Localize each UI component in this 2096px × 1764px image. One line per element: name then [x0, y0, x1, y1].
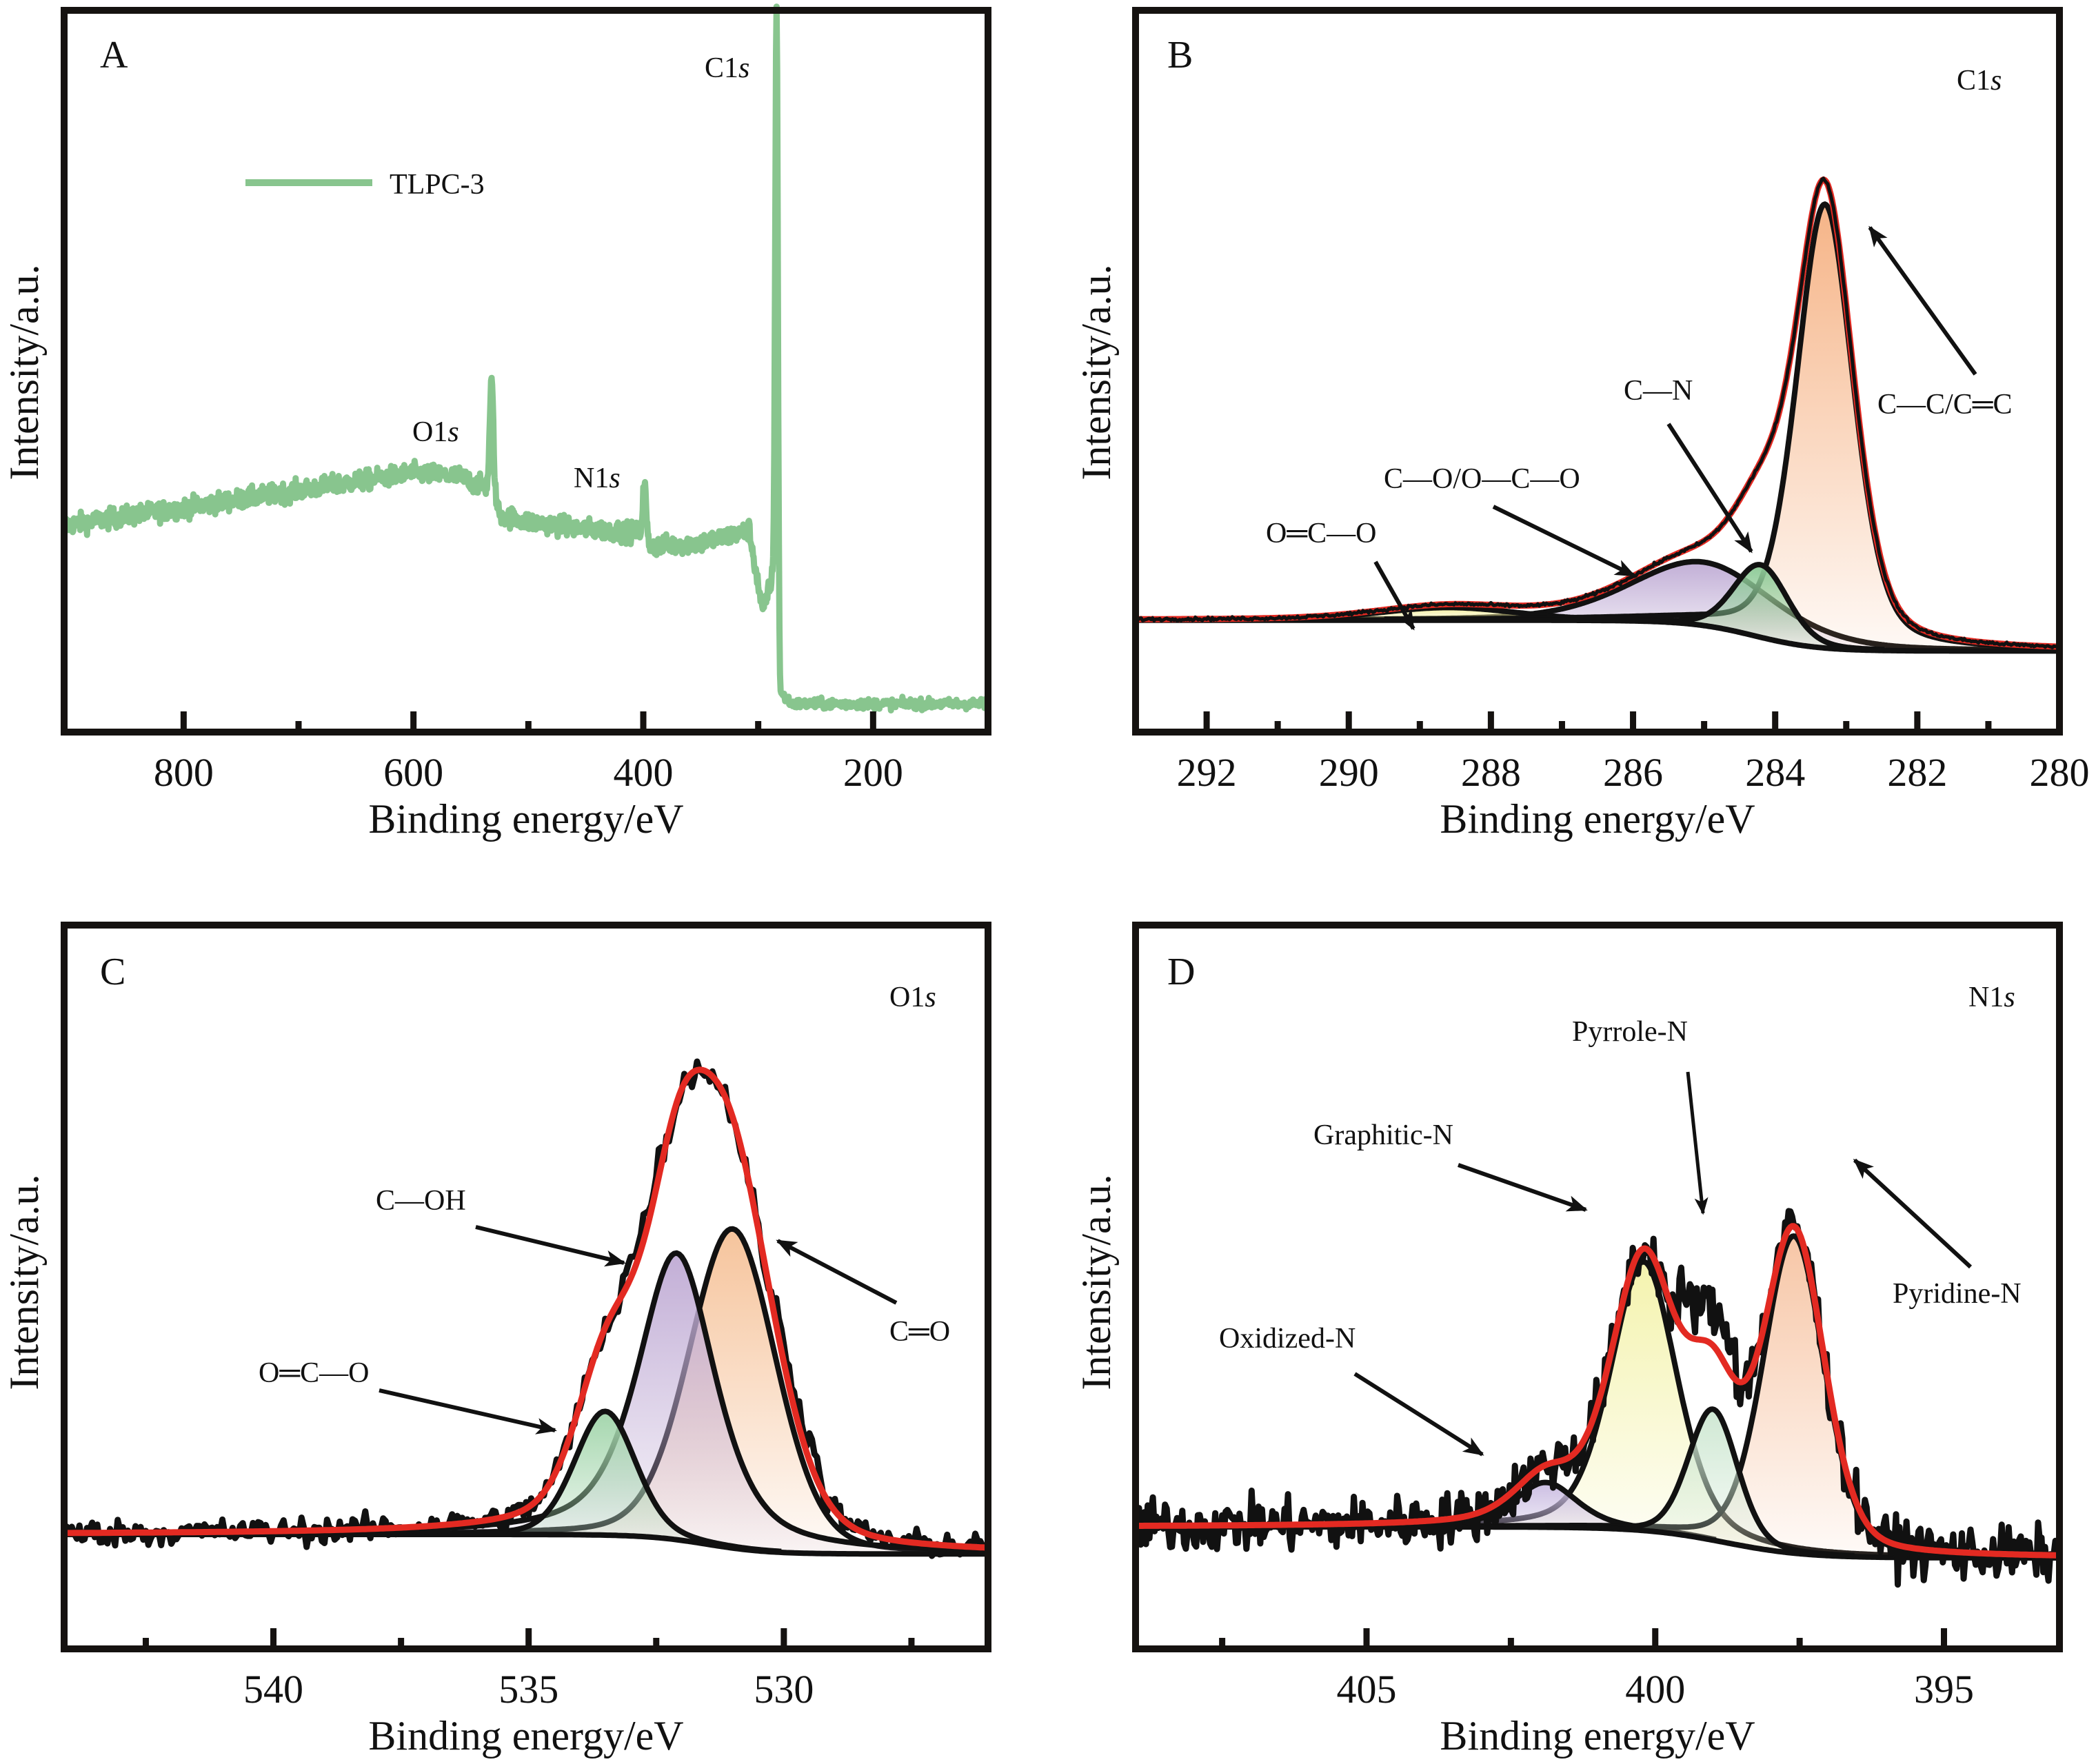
x-tick-label: 200	[843, 750, 903, 795]
arrow-pyridine-n	[1853, 1158, 1973, 1269]
x-tick-label: 280	[2030, 750, 2090, 795]
panel-a-x-axis-title: Binding energy/eV	[368, 796, 683, 842]
panel-b-y-axis-title: Intensity/a.u.	[1074, 264, 1119, 480]
annotation-c-o: C—O/O—C—O	[1384, 463, 1580, 495]
x-tick-label: 286	[1603, 750, 1663, 795]
peak-label-c1s-main: C1	[705, 52, 738, 84]
panel-d-plot-area	[1132, 1208, 2062, 1588]
peak-label-n1s: N1s	[574, 463, 621, 494]
panel-c-o1s: 540 535 530 C O1s C—OH C═O O═C—O Binding e…	[1, 922, 991, 1758]
arrow-oxidized-n	[1353, 1372, 1484, 1457]
annotation-graphitic-n: Graphitic-N	[1313, 1119, 1453, 1151]
panel-b-plot-area	[1133, 176, 2062, 654]
panel-c-x-axis-title: Binding energy/eV	[368, 1713, 683, 1758]
panel-d-region-s: s	[2004, 982, 2015, 1013]
arrow-c-double-o	[776, 1239, 898, 1305]
panel-a-frame	[61, 7, 991, 736]
annotation-c-oh: C—OH	[376, 1185, 466, 1217]
panel-c-x-ticks: 540 535 530	[142, 1628, 915, 1712]
annotation-c-double-o: C═O	[889, 1316, 950, 1348]
panel-b-region-label: C1s	[1957, 65, 2002, 97]
arrow-o-c-o-c	[379, 1388, 557, 1434]
panel-a-y-axis-title: Intensity/a.u.	[1, 264, 47, 480]
panel-b-c1s: 292 290 288 286 284 282 280 B C1s C—C/C═C C—N …	[1074, 7, 2090, 842]
x-tick-label: 284	[1745, 750, 1805, 795]
legend-label-tlpc-3: TLPC-3	[390, 169, 485, 201]
x-tick-label: 535	[498, 1667, 558, 1712]
survey-spectrum-line	[61, 3, 991, 713]
panel-a-letter: A	[100, 34, 128, 77]
x-tick-label: 292	[1177, 750, 1237, 795]
arrow-c-c	[1868, 225, 1977, 376]
x-tick-label: 395	[1914, 1667, 1974, 1712]
panel-c-region-main: O1	[889, 982, 925, 1013]
component-fill-c-n	[1637, 565, 1885, 651]
arrow-c-o	[1492, 505, 1636, 578]
component-fill-pyridine-n	[1480, 1236, 2059, 1558]
panel-a-x-ticks: 800 600 400 200	[154, 711, 903, 795]
fit-envelope-line	[63, 1066, 989, 1551]
raw-data-line	[63, 1058, 991, 1559]
panel-d-y-axis-title: Intensity/a.u.	[1074, 1174, 1119, 1390]
panel-a-plot-area	[61, 3, 991, 713]
x-tick-label: 400	[1625, 1667, 1685, 1712]
x-tick-label: 405	[1337, 1667, 1397, 1712]
panel-d-x-ticks: 405 400 395	[1219, 1628, 1974, 1712]
x-tick-label: 290	[1319, 750, 1379, 795]
panel-d-frame	[1132, 922, 2063, 1652]
panel-d-letter: D	[1167, 951, 1195, 993]
panel-b-letter: B	[1167, 34, 1193, 77]
arrow-c-n	[1666, 423, 1753, 554]
fit-envelope-line	[1134, 1223, 2061, 1559]
x-tick-label: 400	[614, 750, 674, 795]
peak-label-c1s: C1s	[705, 52, 749, 84]
x-tick-label: 288	[1461, 750, 1521, 795]
arrow-graphitic-n	[1458, 1163, 1588, 1212]
panel-d-x-axis-title: Binding energy/eV	[1440, 1713, 1755, 1758]
arrow-c-oh	[475, 1225, 626, 1267]
peak-label-n1s-s: s	[609, 463, 620, 494]
x-tick-label: 600	[383, 750, 443, 795]
annotation-oxidized-n: Oxidized-N	[1219, 1323, 1356, 1355]
raw-data-overlay	[1134, 176, 2060, 649]
annotation-o-c-o-c: O═C—O	[259, 1357, 369, 1389]
annotation-c-c: C—C/C═C	[1877, 389, 2012, 420]
peak-label-n1s-main: N1	[574, 463, 609, 494]
peak-label-c1s-s: s	[738, 52, 749, 84]
component-fill-pyrrole-n	[1572, 1409, 1855, 1557]
component-fill-o-c-o	[429, 1411, 782, 1552]
x-tick-label: 800	[154, 750, 214, 795]
panel-c-region-s: s	[925, 982, 936, 1013]
annotation-o-c-o: O═C—O	[1266, 518, 1376, 549]
panel-b-x-axis-title: Binding energy/eV	[1440, 796, 1755, 842]
peak-label-o1s: O1s	[412, 416, 459, 448]
panel-b-x-ticks: 292 290 288 286 284 282 280	[1177, 711, 2090, 795]
x-tick-label: 282	[1887, 750, 1947, 795]
panel-b-region-main: C1	[1957, 65, 1991, 97]
panel-c-y-axis-title: Intensity/a.u.	[1, 1174, 47, 1390]
annotation-c-n: C—N	[1624, 375, 1693, 407]
panel-c-letter: C	[100, 951, 125, 993]
panel-d-n1s: 405 400 395 D N1s Pyrrole-N Graphitic-N Py…	[1074, 922, 2063, 1758]
panel-d-region-label: N1s	[1968, 982, 2015, 1013]
panel-c-plot-area	[63, 1058, 991, 1559]
component-fill-c-o-o-c-o	[1323, 561, 2059, 651]
peak-label-o1s-s: s	[447, 416, 458, 448]
component-fill-graphitic-n	[1274, 1261, 2013, 1558]
x-tick-label: 540	[243, 1667, 303, 1712]
annotation-pyrrole-n: Pyrrole-N	[1572, 1016, 1688, 1048]
panel-c-region-label: O1s	[889, 982, 936, 1013]
arrow-o-c-o	[1373, 560, 1415, 631]
arrow-pyrrole-n	[1686, 1071, 1709, 1215]
x-tick-label: 530	[754, 1667, 814, 1712]
panel-b-region-s: s	[1991, 65, 2002, 97]
panel-b-frame	[1132, 7, 2063, 736]
peak-label-o1s-main: O1	[412, 416, 447, 448]
annotation-pyridine-n: Pyridine-N	[1893, 1278, 2022, 1310]
panel-a-survey: 800 600 400 200 A TLPC-3 C1s O1s N1s Bindin…	[1, 3, 991, 842]
panel-d-region-main: N1	[1968, 982, 2004, 1013]
